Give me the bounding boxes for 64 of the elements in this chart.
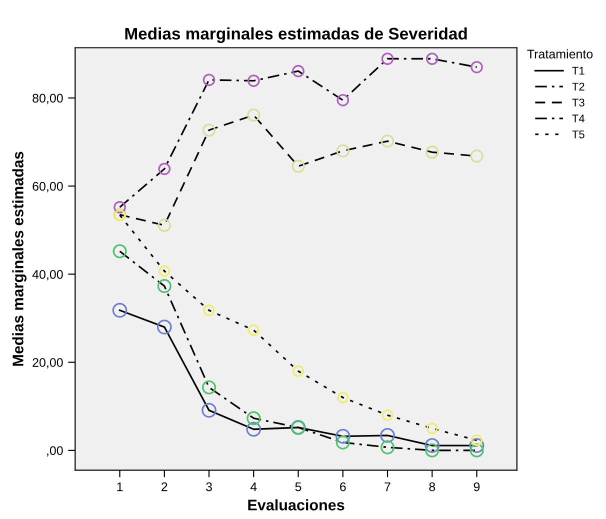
x-tick-label: 6 [340, 482, 346, 492]
y-tick-label: ,00 [47, 446, 63, 457]
point [202, 74, 216, 86]
x-axis-title: Evaluaciones [248, 499, 344, 510]
legend-label: T1 [572, 66, 584, 75]
point [112, 302, 128, 318]
x-tick-label: 7 [384, 482, 390, 492]
point [292, 64, 304, 78]
point [202, 380, 216, 394]
point [247, 108, 260, 122]
y-axis-title: Medias marginales estimadas [12, 152, 27, 366]
point [337, 392, 349, 404]
legend-label: T2 [572, 82, 584, 90]
legend-label: T3 [572, 98, 584, 106]
point [335, 428, 350, 444]
point [114, 201, 126, 214]
point [470, 60, 483, 74]
x-tick-label: 1 [117, 482, 123, 492]
x-tick-label: 5 [295, 482, 302, 492]
point [292, 160, 305, 173]
x-tick-label: 8 [429, 482, 436, 492]
y-tick-label: 60,00 [32, 182, 63, 192]
point [470, 150, 484, 163]
x-tick-label: 2 [162, 482, 168, 492]
point [469, 438, 484, 453]
point [426, 52, 438, 65]
point [158, 218, 171, 232]
y-tick-label: 40,00 [32, 270, 63, 280]
point [246, 422, 262, 437]
point [426, 146, 439, 159]
point [202, 124, 216, 137]
y-tick-label: 20,00 [32, 358, 63, 368]
point [158, 265, 170, 277]
point [248, 324, 260, 336]
legend-label: T5 [572, 130, 584, 138]
chart-title: Medias marginales estimadas de Severidad [125, 27, 467, 43]
legend-label: T4 [572, 114, 585, 122]
point [381, 52, 394, 65]
point [336, 94, 350, 106]
point [247, 74, 260, 87]
x-tick-label: 4 [250, 482, 257, 492]
point [470, 434, 483, 446]
point [470, 443, 484, 458]
point [158, 162, 171, 176]
y-tick-label: 80,00 [32, 94, 63, 104]
point [112, 244, 127, 258]
x-tick-label: 9 [474, 482, 480, 492]
legend-title: Tratamiento [527, 49, 593, 58]
point [246, 411, 261, 426]
point [156, 320, 172, 334]
point [336, 435, 350, 450]
point [336, 144, 350, 158]
point [382, 409, 394, 421]
point [426, 422, 438, 434]
point [157, 279, 172, 294]
point [424, 438, 440, 453]
point [202, 402, 216, 418]
point [380, 440, 395, 454]
x-tick-label: 3 [206, 482, 212, 492]
point [292, 365, 304, 377]
point [380, 134, 394, 148]
point [380, 428, 395, 443]
point [203, 304, 215, 316]
point [425, 443, 440, 458]
